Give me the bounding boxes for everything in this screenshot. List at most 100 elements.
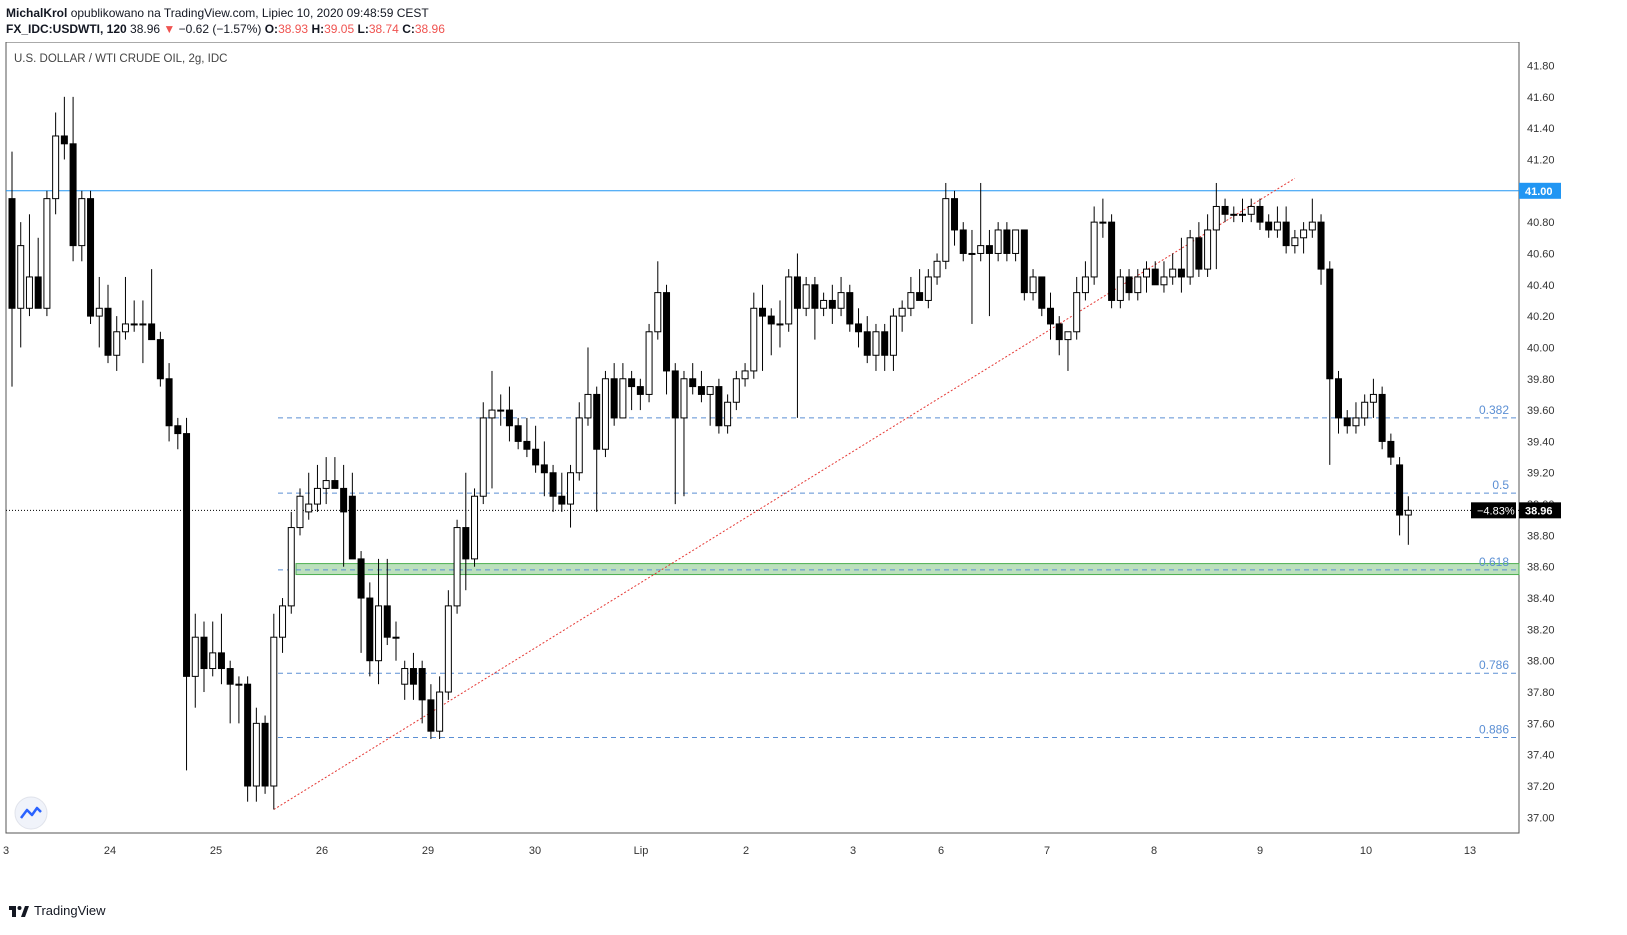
time-tick-label: Lip (634, 845, 649, 857)
candle-up (750, 307, 758, 372)
candle-down (846, 292, 854, 325)
candle-up (977, 245, 985, 254)
candle-down (1003, 229, 1011, 254)
last-price: 38.96 (130, 22, 161, 36)
candle-down (226, 668, 234, 685)
candle-down (331, 480, 339, 489)
candle-up (1247, 205, 1255, 215)
price-tick-label: 41.80 (1527, 60, 1555, 72)
candle-up (889, 315, 897, 356)
price-tick-label: 37.00 (1527, 812, 1555, 824)
candle-up (1186, 237, 1194, 278)
candle-up (322, 480, 330, 489)
support-zone-group (295, 563, 1520, 576)
candle-up (1029, 276, 1037, 294)
candle-up (898, 307, 906, 317)
candle-up (139, 323, 147, 326)
candle-up (1073, 292, 1081, 333)
candle-down (1326, 268, 1334, 380)
candle-up (95, 307, 103, 317)
candle-down (540, 464, 548, 474)
candle-down (1177, 268, 1185, 278)
footer-brand[interactable]: TradingView (34, 903, 106, 918)
close-value: 38.96 (414, 22, 445, 36)
candle-down (69, 143, 77, 247)
publish-line: MichalKrol opublikowano na TradingView.c… (6, 6, 429, 20)
candle-down (8, 198, 16, 309)
candle-down (1151, 268, 1159, 286)
price-tick-label: 37.40 (1527, 750, 1555, 762)
price-tick-label: 38.40 (1527, 593, 1555, 605)
high-label: H: (311, 22, 325, 36)
price-tick-label: 40.00 (1527, 342, 1555, 354)
candle-down (558, 495, 566, 505)
candle-up (479, 417, 487, 497)
candle-up (1308, 221, 1316, 231)
chart-container[interactable]: U.S. DOLLAR / WTI CRUDE OIL, 2g, IDC 0.3… (0, 41, 1627, 930)
candle-down (261, 722, 269, 787)
candle-down (610, 378, 618, 419)
candle-up (52, 135, 60, 200)
price-tick-label: 37.80 (1527, 687, 1555, 699)
time-tick-label: 13 (1464, 845, 1476, 857)
candle-down (759, 307, 767, 317)
candle-down (663, 292, 671, 372)
price-tick-label: 37.60 (1527, 718, 1555, 730)
candle-up (1143, 268, 1151, 278)
published-text: opublikowano na TradingView.com, Lipiec … (70, 6, 429, 20)
candle-up (1352, 417, 1360, 427)
time-tick-label: 10 (1360, 845, 1372, 857)
candle-up (1012, 229, 1020, 254)
candle-down (87, 198, 95, 317)
time-tick-label: 3 (850, 845, 856, 857)
candle-up (706, 386, 714, 395)
candlestick-chart[interactable]: U.S. DOLLAR / WTI CRUDE OIL, 2g, IDC 0.3… (0, 41, 1627, 930)
fib-level-label: 0.886 (1479, 722, 1509, 736)
candle-down (1265, 221, 1273, 231)
tradingview-logo-icon[interactable] (8, 904, 30, 918)
candle-up (453, 527, 461, 607)
close-label: C: (402, 22, 415, 36)
time-tick-label: 3 (3, 845, 9, 857)
candle-up (942, 198, 950, 262)
fib-level-label: 0.5 (1492, 478, 1509, 492)
candle-down (348, 495, 356, 560)
price-axis-group: 41.80 41.60 41.40 41.20 41.00 40.80 40.60 40.40… (1471, 60, 1561, 824)
plot-area[interactable] (5, 41, 1520, 834)
candle-down (697, 386, 705, 395)
candle-up (17, 245, 25, 309)
candle-up (1212, 205, 1220, 231)
trend-line (273, 177, 1296, 810)
candle-down (217, 652, 225, 670)
candle-up (1273, 221, 1281, 231)
candle-up (968, 252, 976, 255)
candle-up (619, 378, 627, 419)
fib-level-label: 0.382 (1479, 403, 1509, 417)
candle-up (1361, 401, 1369, 419)
candle-down (532, 448, 540, 466)
time-tick-label: 30 (529, 845, 541, 857)
time-tick-label: 9 (1257, 845, 1263, 857)
candle-down (1256, 205, 1264, 223)
candle-down (828, 299, 836, 309)
candle-down (1020, 229, 1028, 294)
candle-up (872, 331, 880, 356)
price-tick-label: 39.20 (1527, 468, 1555, 480)
candle-up (43, 198, 51, 309)
tradingview-badge-icon[interactable] (14, 796, 48, 830)
resistance-price-badge (1519, 182, 1561, 199)
low-label: L: (357, 22, 369, 36)
candle-down (636, 386, 644, 395)
candle-up (1099, 221, 1107, 224)
candle-down (418, 668, 426, 701)
candle-up (287, 527, 295, 607)
candle-up (837, 292, 845, 309)
candle-down (183, 433, 191, 677)
candle-down (104, 307, 112, 356)
time-axis-group: 3 24 25 26 29 30 Lip 2 3 6 7 8 9 10 13 (3, 845, 1476, 857)
price-tick-label: 38.20 (1527, 624, 1555, 636)
author-name[interactable]: MichalKrol (6, 6, 68, 20)
chart-title: U.S. DOLLAR / WTI CRUDE OIL, 2g, IDC (14, 53, 227, 65)
candle-down (1396, 464, 1404, 516)
candle-down (863, 331, 871, 356)
